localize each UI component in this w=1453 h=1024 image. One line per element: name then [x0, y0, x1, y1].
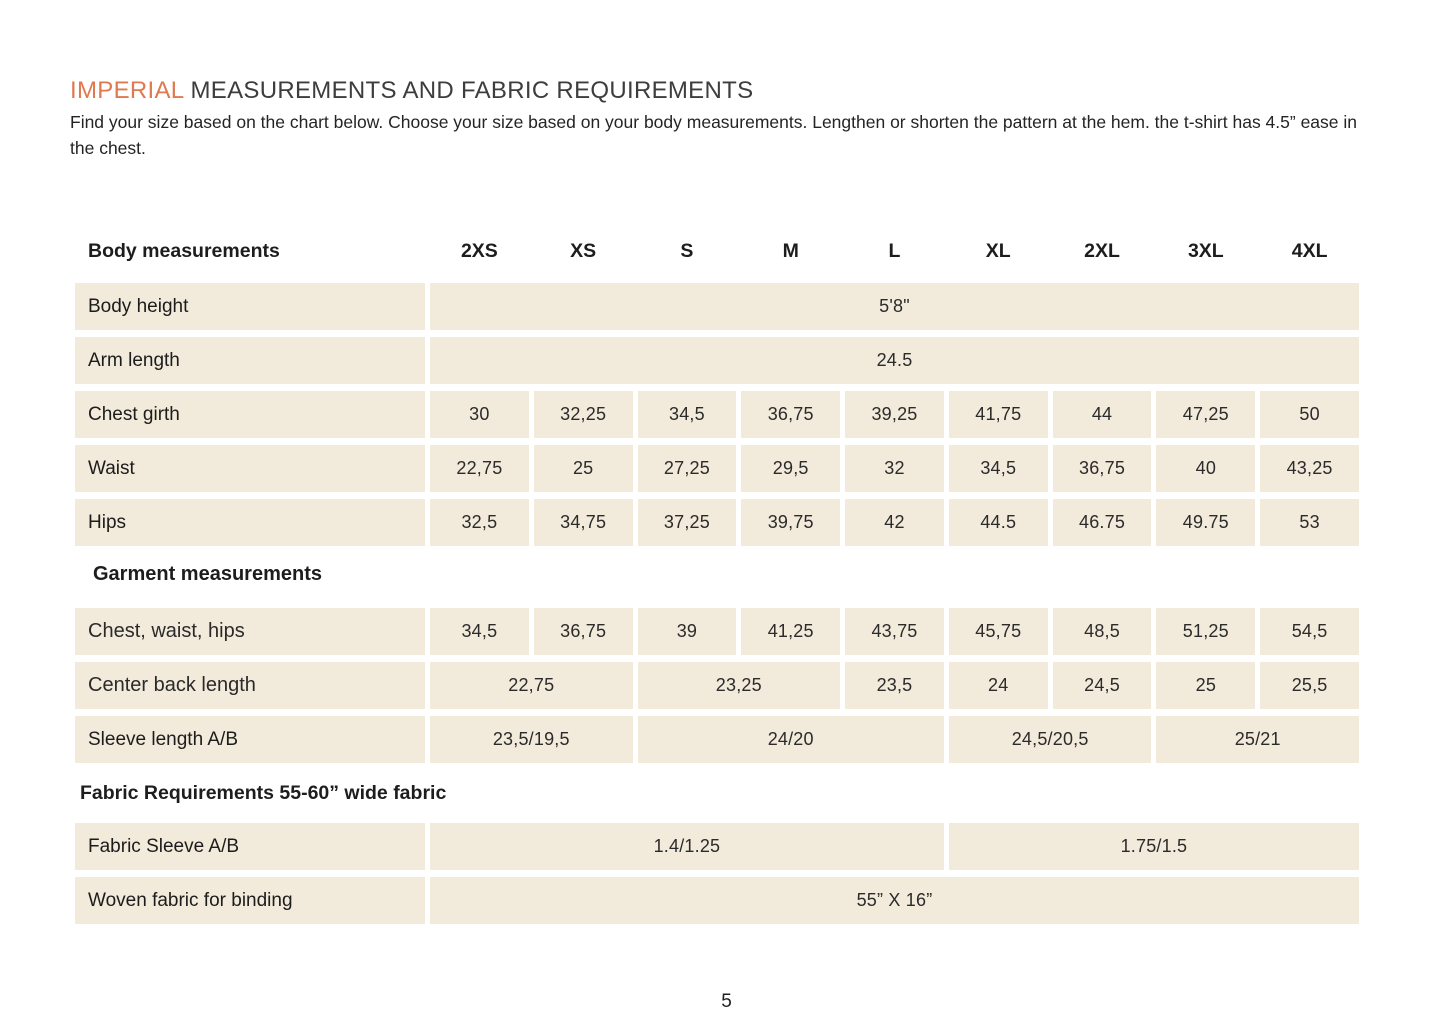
row-label: Center back length [75, 662, 425, 709]
table-row: Chest, waist, hips 34,5 36,75 39 41,25 43,75 4… [75, 608, 1359, 655]
size-column-header: XS [570, 240, 597, 262]
value-cell: 41,25 [741, 608, 841, 655]
value-cell: 45,75 [948, 608, 1048, 655]
size-column-header: 2XL [1084, 240, 1120, 262]
section-heading: Fabric Requirements 55-60” wide fabric [80, 781, 447, 804]
value-cell: 27,25 [637, 445, 737, 492]
table-row: Hips 32,5 34,75 37,25 39,75 42 44.5 46.75 49.75 5… [75, 499, 1359, 546]
value-cell: 34,5 [430, 608, 529, 655]
value-cell: 39,25 [845, 391, 944, 438]
value-cell: 49.75 [1156, 499, 1256, 546]
value-cell: 24,5/20,5 [948, 716, 1152, 763]
value-cell: 53 [1260, 499, 1359, 546]
value-cell: 25 [1156, 662, 1256, 709]
table-row: Waist 22,75 25 27,25 29,5 32 34,5 36,75 40 43,25 [75, 445, 1359, 492]
row-label: Chest girth [75, 391, 425, 438]
value-cell: 44.5 [948, 499, 1048, 546]
value-cell: 32 [845, 445, 944, 492]
row-label: Hips [75, 499, 425, 546]
row-label: Body height [75, 283, 425, 330]
row-label: Chest, waist, hips [75, 608, 425, 655]
row-label: Arm length [75, 337, 425, 384]
value-cell: 43,75 [845, 608, 944, 655]
intro-text: Find your size based on the chart below.… [70, 112, 1358, 158]
size-column-header: 3XL [1187, 240, 1224, 262]
value-cell: 41,75 [948, 391, 1048, 438]
value-cell: 47,25 [1156, 391, 1256, 438]
table-row: Body height 5'8" [75, 283, 1359, 330]
value-cell: 22,75 [430, 445, 529, 492]
page-title: IMPERIAL MEASUREMENTS AND FABRIC REQUIRE… [70, 77, 753, 105]
table-row: Arm length 24.5 [75, 337, 1359, 384]
title-rest: MEASUREMENTS AND FABRIC REQUIREMENTS [183, 77, 754, 104]
value-cell: 39 [637, 608, 737, 655]
value-cell: 1.4/1.25 [430, 823, 944, 870]
value-cell: 23,25 [637, 662, 841, 709]
value-cell: 23,5/19,5 [430, 716, 633, 763]
size-column-header: 4XL [1291, 240, 1328, 262]
value-cell: 30 [430, 391, 529, 438]
value-cell: 24.5 [430, 337, 1359, 384]
value-cell: 32,5 [430, 499, 529, 546]
value-cell: 43,25 [1260, 445, 1359, 492]
size-column-header: M [782, 240, 799, 262]
value-cell: 54,5 [1260, 608, 1359, 655]
section-heading: Garment measurements [93, 562, 322, 585]
value-cell: 48,5 [1052, 608, 1152, 655]
value-cell: 51,25 [1156, 608, 1256, 655]
value-cell: 50 [1260, 391, 1359, 438]
row-label: Woven fabric for binding [75, 877, 425, 924]
value-cell: 25/21 [1156, 716, 1359, 763]
table-row: Center back length 22,75 23,25 23,5 24 24,5 25… [75, 662, 1359, 709]
value-cell: 5'8" [430, 283, 1359, 330]
size-column-header: L [888, 240, 901, 262]
row-label: Sleeve length A/B [75, 716, 425, 763]
value-cell: 1.75/1.5 [948, 823, 1359, 870]
row-label: Fabric Sleeve A/B [75, 823, 425, 870]
table-row: Sleeve length A/B 23,5/19,5 24/20 24,5/20,5… [75, 716, 1359, 763]
value-cell: 36,75 [533, 608, 633, 655]
size-column-header: XL [985, 240, 1011, 262]
value-cell: 34,5 [948, 445, 1048, 492]
value-cell: 25,5 [1260, 662, 1359, 709]
value-cell: 24 [948, 662, 1048, 709]
corner-label: Body measurements [88, 240, 280, 262]
value-cell: 36,75 [1052, 445, 1152, 492]
value-cell: 37,25 [637, 499, 737, 546]
page-number: 5 [721, 991, 732, 1012]
size-column-header: 2XS [460, 240, 498, 262]
table-row: Fabric Sleeve A/B 1.4/1.25 1.75/1.5 [75, 823, 1359, 870]
size-chart: Body measurements 2XS XS S M L XL 2XL 3XL 4XL Bo… [75, 233, 1359, 931]
table-sections: Body height 5'8" Arm length 24.5 Chest girth… [75, 283, 1359, 924]
value-cell: 55” X 16” [430, 877, 1359, 924]
table-row: Chest girth 30 32,25 34,5 36,75 39,25 41,75 44 4… [75, 391, 1359, 438]
size-header-row: Body measurements 2XS XS S M L XL 2XL 3XL 4XL [75, 233, 1359, 270]
value-cell: 32,25 [533, 391, 633, 438]
value-cell: 42 [845, 499, 944, 546]
value-cell: 24/20 [637, 716, 944, 763]
table-row: Woven fabric for binding 55” X 16” [75, 877, 1359, 924]
title-highlight: IMPERIAL [70, 77, 184, 104]
value-cell: 34,75 [533, 499, 633, 546]
value-cell: 25 [533, 445, 633, 492]
value-cell: 22,75 [430, 662, 633, 709]
value-cell: 44 [1052, 391, 1152, 438]
value-cell: 23,5 [845, 662, 944, 709]
value-cell: 34,5 [637, 391, 737, 438]
row-label: Waist [75, 445, 425, 492]
value-cell: 36,75 [741, 391, 841, 438]
value-cell: 29,5 [741, 445, 841, 492]
value-cell: 24,5 [1052, 662, 1152, 709]
value-cell: 40 [1156, 445, 1256, 492]
size-column-header: S [680, 240, 694, 262]
value-cell: 39,75 [741, 499, 841, 546]
value-cell: 46.75 [1052, 499, 1152, 546]
